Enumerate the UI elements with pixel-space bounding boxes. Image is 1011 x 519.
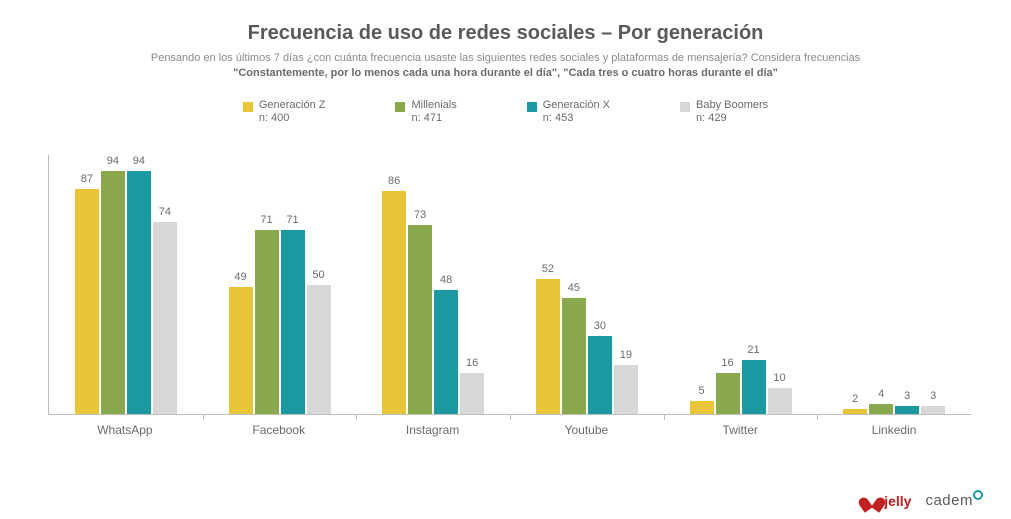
x-axis-label: Youtube (509, 417, 663, 439)
bar: 2 (843, 409, 867, 414)
x-axis-label: Facebook (202, 417, 356, 439)
heart-icon (863, 493, 881, 509)
bar: 45 (562, 298, 586, 415)
bar: 3 (921, 406, 945, 414)
legend-swatch (527, 102, 537, 112)
bar: 3 (895, 406, 919, 414)
legend-label: Generación Xn: 453 (543, 99, 610, 125)
bar-value: 3 (930, 390, 936, 402)
bar-value: 94 (107, 155, 119, 167)
bar: 50 (307, 285, 331, 415)
bar-value: 49 (234, 271, 246, 283)
bar: 30 (588, 336, 612, 414)
footer-logos: jelly cadem (863, 492, 983, 509)
bar: 94 (127, 171, 151, 414)
bar-value: 71 (260, 214, 272, 226)
bar-value: 21 (747, 344, 759, 356)
legend-item: Millenialsn: 471 (395, 99, 456, 125)
bar-value: 48 (440, 274, 452, 286)
bar: 73 (408, 225, 432, 414)
bar-group: 86734816 (356, 155, 510, 414)
chart-plot: 8794947449717150867348165245301951621102… (48, 155, 971, 415)
bar: 71 (255, 230, 279, 414)
bar-value: 16 (466, 357, 478, 369)
subtitle-line2: "Constantemente, por lo menos cada una h… (233, 67, 778, 79)
cadem-logo: cadem (925, 492, 983, 509)
bar-value: 94 (133, 155, 145, 167)
legend-item: Generación Zn: 400 (243, 99, 326, 125)
x-axis-label: WhatsApp (48, 417, 202, 439)
legend-swatch (243, 102, 253, 112)
bar: 48 (434, 290, 458, 414)
x-axis-label: Twitter (663, 417, 817, 439)
bar-value: 4 (878, 388, 884, 400)
bar: 5 (690, 401, 714, 414)
chart-area: 8794947449717150867348165245301951621102… (48, 139, 971, 439)
jelly-logo-text: jelly (884, 493, 911, 509)
x-axis-label: Linkedin (817, 417, 971, 439)
bar: 74 (153, 222, 177, 414)
legend-label: Generación Zn: 400 (259, 99, 326, 125)
bar-value: 30 (594, 320, 606, 332)
x-axis-label: Instagram (356, 417, 510, 439)
bar: 49 (229, 287, 253, 414)
bar-value: 16 (721, 357, 733, 369)
bar: 19 (614, 365, 638, 414)
bar-value: 73 (414, 209, 426, 221)
bar: 4 (869, 404, 893, 414)
bar: 94 (101, 171, 125, 414)
x-axis-labels: WhatsAppFacebookInstagramYoutubeTwitterL… (48, 417, 971, 439)
bar: 71 (281, 230, 305, 414)
legend-label: Millenialsn: 471 (411, 99, 456, 125)
legend-swatch (680, 102, 690, 112)
bar-value: 71 (286, 214, 298, 226)
bar: 21 (742, 360, 766, 414)
bar: 16 (460, 373, 484, 414)
bar-group: 2433 (817, 155, 971, 414)
bar-value: 19 (620, 349, 632, 361)
legend-label: Baby Boomersn: 429 (696, 99, 768, 125)
legend-swatch (395, 102, 405, 112)
bar-value: 86 (388, 175, 400, 187)
bar-group: 52453019 (510, 155, 664, 414)
bar-value: 74 (159, 206, 171, 218)
bar-value: 2 (852, 393, 858, 405)
bar: 10 (768, 388, 792, 414)
bar: 52 (536, 279, 560, 414)
bar: 86 (382, 191, 406, 414)
bar-value: 3 (904, 390, 910, 402)
bar-value: 52 (542, 263, 554, 275)
legend-item: Baby Boomersn: 429 (680, 99, 768, 125)
bar-value: 50 (312, 269, 324, 281)
bar-group: 87949474 (49, 155, 203, 414)
jelly-logo: jelly (863, 493, 911, 509)
bar-group: 49717150 (203, 155, 357, 414)
bar-value: 87 (81, 173, 93, 185)
subtitle-line1: Pensando en los últimos 7 días ¿con cuán… (151, 52, 860, 64)
legend-item: Generación Xn: 453 (527, 99, 610, 125)
bar-group: 5162110 (664, 155, 818, 414)
bar-value: 45 (568, 282, 580, 294)
bar-value: 10 (773, 372, 785, 384)
bar-value: 5 (698, 385, 704, 397)
bar: 87 (75, 189, 99, 414)
chart-subtitle: Pensando en los últimos 7 días ¿con cuán… (0, 45, 1011, 81)
chart-title: Frecuencia de uso de redes sociales – Po… (0, 0, 1011, 45)
bar: 16 (716, 373, 740, 414)
chart-legend: Generación Zn: 400 Millenialsn: 471 Genera… (0, 81, 1011, 125)
